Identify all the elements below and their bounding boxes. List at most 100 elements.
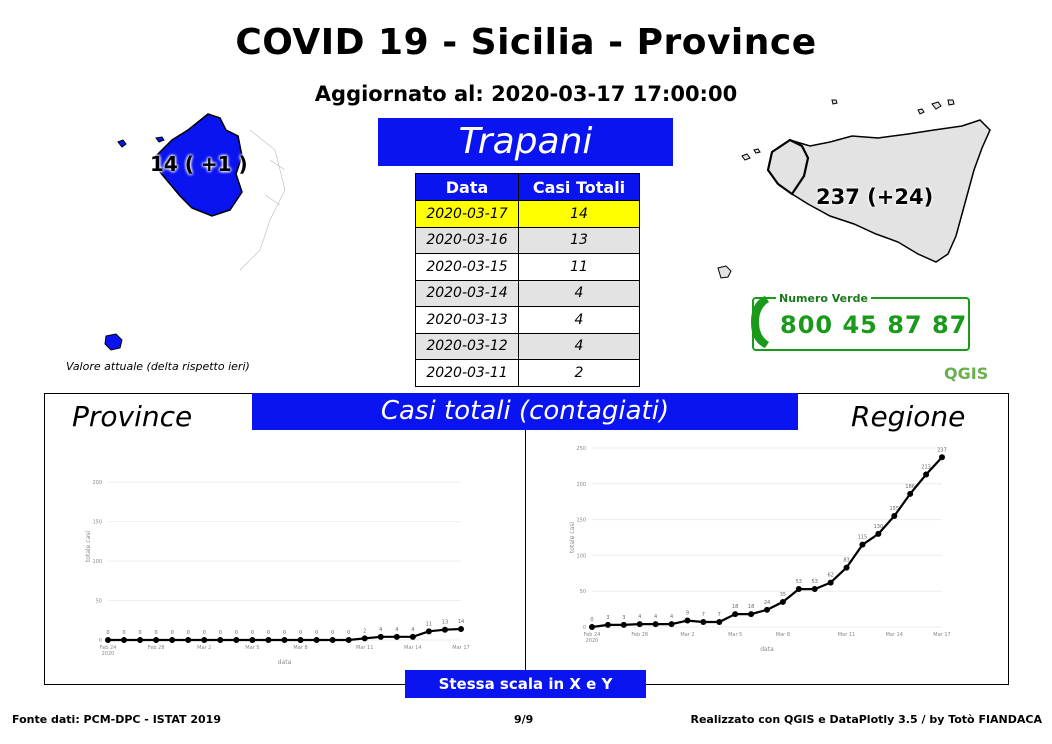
data-point <box>393 633 400 640</box>
y-tick-label: 250 <box>576 446 586 452</box>
data-label: 0 <box>283 630 286 636</box>
x-tick-label: Feb 24 <box>100 645 117 651</box>
data-point <box>859 541 866 548</box>
scale-note: Stessa scala in X e Y <box>405 670 646 698</box>
data-point <box>297 637 304 643</box>
data-label: 18 <box>732 604 738 610</box>
data-point <box>684 617 691 624</box>
data-point <box>153 637 160 643</box>
data-point <box>441 626 448 633</box>
cell-date: 2020-03-15 <box>415 253 519 281</box>
data-label: 24 <box>764 600 770 606</box>
data-label: 35 <box>780 592 786 598</box>
data-point <box>732 611 739 618</box>
data-point <box>843 564 850 571</box>
data-label: 0 <box>251 630 254 636</box>
data-point <box>923 471 930 478</box>
data-label: 3 <box>622 615 625 621</box>
data-label: 0 <box>138 630 141 636</box>
x-tick-label: Feb 24 <box>584 632 601 638</box>
data-label: 0 <box>267 630 270 636</box>
data-point <box>891 513 898 520</box>
trapani-outline <box>766 138 810 196</box>
data-label: 0 <box>203 630 206 636</box>
data-label: 3 <box>606 615 609 621</box>
data-point <box>137 637 144 643</box>
x-tick-label: Mar 8 <box>776 632 790 638</box>
x-tick-label: 2020 <box>102 651 115 657</box>
cell-value: 4 <box>518 279 640 307</box>
data-label: 237 <box>937 447 947 453</box>
data-label: 0 <box>299 630 302 636</box>
pantelleria-island <box>104 333 123 351</box>
province-map-faint-outline <box>239 129 286 271</box>
y-tick-label: 200 <box>576 482 586 488</box>
x-tick-label: Mar 2 <box>680 632 694 638</box>
region-map-label: 237 (+24) <box>816 185 934 209</box>
sicily-shape <box>767 119 991 263</box>
data-label: 155 <box>889 506 899 512</box>
cell-date: 2020-03-13 <box>415 306 519 334</box>
data-label: 0 <box>171 630 174 636</box>
y-tick-label: 100 <box>92 559 102 565</box>
data-label: 0 <box>235 630 238 636</box>
data-point <box>458 625 464 632</box>
data-label: 14 <box>458 619 464 625</box>
numero-verde-number: 800 45 87 87 <box>780 311 968 339</box>
data-point <box>185 637 192 643</box>
data-point <box>604 621 611 628</box>
data-point <box>700 618 707 625</box>
footer-page-number: 9/9 <box>514 713 534 726</box>
ustica-island <box>831 99 838 105</box>
aeolian-islands <box>917 99 955 115</box>
data-label: 2 <box>363 628 366 634</box>
region-map <box>717 99 991 279</box>
x-tick-label: Mar 2 <box>197 645 211 651</box>
charts-banner: Casi totali (contagiati) <box>252 393 798 430</box>
header-date: Data <box>415 173 519 201</box>
table-row: 2020-03-14 4 <box>415 279 640 307</box>
data-label: 18 <box>748 604 754 610</box>
data-point <box>121 637 128 643</box>
page-title: COVID 19 - Sicilia - Province <box>235 22 817 63</box>
y-tick-label: 50 <box>580 589 586 595</box>
data-point <box>377 633 384 640</box>
data-label: 0 <box>315 630 318 636</box>
data-label: 130 <box>874 524 884 530</box>
data-point <box>795 586 802 593</box>
data-label: 0 <box>106 630 109 636</box>
footer-source: Fonte dati: PCM-DPC - ISTAT 2019 <box>12 713 221 726</box>
cell-value: 2 <box>518 359 640 387</box>
table-row: 2020-03-15 11 <box>415 253 640 281</box>
footer-credits: Realizzato con QGIS e DataPlotly 3.5 / b… <box>690 713 1042 726</box>
data-point <box>249 637 256 643</box>
table-row: 2020-03-11 2 <box>415 359 640 387</box>
data-point <box>201 637 208 643</box>
x-tick-label: Feb 28 <box>631 632 648 638</box>
y-tick-label: 150 <box>92 520 102 526</box>
data-label: 4 <box>379 627 382 633</box>
data-point <box>233 637 240 643</box>
region-chart-label: Regione <box>851 400 966 433</box>
x-tick-label: Mar 5 <box>728 632 742 638</box>
y-tick-label: 0 <box>99 638 102 644</box>
province-map-label: 14 ( +1 ) <box>150 152 248 176</box>
data-point <box>620 621 627 628</box>
data-point <box>779 598 786 605</box>
data-point <box>764 606 770 613</box>
data-label: 4 <box>670 614 673 620</box>
numero-verde-label: Numero Verde <box>776 292 871 305</box>
data-label: 186 <box>905 484 915 490</box>
data-label: 53 <box>812 579 818 585</box>
data-label: 0 <box>590 617 593 623</box>
data-label: 213 <box>921 464 931 470</box>
data-point <box>827 579 834 586</box>
cell-value: 4 <box>518 306 640 334</box>
egadi-island-1 <box>117 139 127 148</box>
y-axis-title: totale casi <box>569 522 576 553</box>
egadi-islands <box>741 148 761 161</box>
province-chart-label: Province <box>72 400 193 433</box>
cell-value: 13 <box>518 226 640 254</box>
